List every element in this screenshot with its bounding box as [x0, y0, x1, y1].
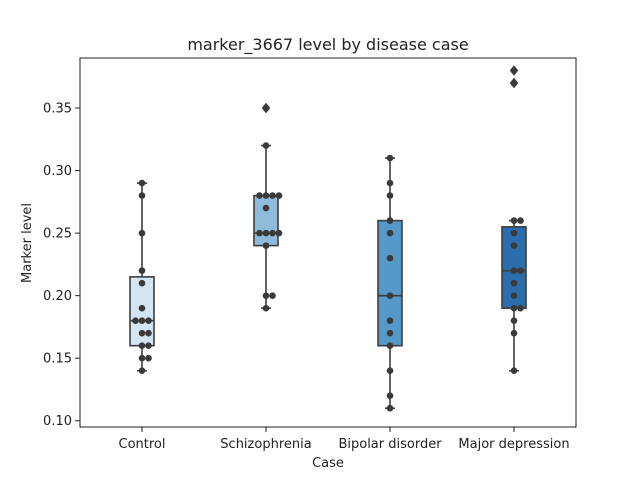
data-point: [138, 267, 146, 274]
y-tick-label: 0.30: [43, 164, 72, 179]
chart-title: marker_3667 level by disease case: [187, 35, 468, 55]
x-axis-title: Case: [312, 456, 344, 471]
data-point: [262, 242, 270, 249]
data-point: [386, 404, 394, 412]
data-point: [510, 317, 518, 324]
data-point: [510, 217, 518, 224]
data-point: [262, 142, 270, 149]
data-point: [386, 154, 394, 162]
data-point: [138, 329, 146, 337]
data-point: [138, 304, 146, 312]
data-point: [132, 317, 139, 324]
data-point: [510, 229, 518, 237]
data-point: [386, 317, 394, 324]
data-point: [510, 367, 518, 375]
data-point: [138, 229, 146, 237]
x-tick-label: Bipolar disorder: [338, 437, 442, 452]
data-point: [269, 292, 276, 299]
y-tick-label: 0.35: [43, 102, 72, 117]
y-tick-label: 0.20: [43, 289, 72, 304]
y-tick-label: 0.25: [43, 227, 72, 242]
data-point: [386, 192, 394, 199]
data-point: [145, 317, 152, 324]
data-point: [138, 279, 146, 287]
data-point: [386, 392, 394, 400]
data-point: [510, 279, 518, 287]
data-point: [262, 304, 270, 312]
data-point: [510, 242, 518, 249]
data-point: [510, 329, 518, 337]
x-tick-label: Control: [119, 437, 166, 452]
data-point: [517, 267, 524, 274]
data-point: [386, 217, 394, 224]
plot-frame: [79, 57, 577, 428]
iqr-box: [377, 219, 403, 347]
data-point: [386, 292, 394, 299]
data-point: [138, 367, 146, 375]
data-point: [256, 192, 263, 199]
data-point: [386, 329, 394, 337]
data-point: [256, 229, 263, 237]
y-tick-label: 0.10: [43, 414, 72, 429]
data-point: [275, 192, 283, 199]
plot-area: 0.10 0.15 0.20 0.25 0.30 0.35 Control Schizophr…: [43, 57, 577, 452]
data-point: [275, 229, 283, 237]
data-point: [262, 229, 270, 237]
data-point: [386, 367, 394, 375]
data-point: [269, 192, 276, 199]
data-point: [145, 354, 152, 362]
data-point: [386, 229, 394, 237]
y-tick-label: 0.15: [43, 352, 72, 367]
data-point: [138, 192, 146, 199]
iqr-box: [253, 194, 279, 247]
data-point: [145, 329, 152, 337]
data-point: [510, 304, 518, 312]
data-point: [262, 192, 270, 199]
data-point: [262, 292, 270, 299]
data-point: [269, 229, 276, 237]
data-point: [138, 317, 146, 324]
data-point: [386, 254, 394, 262]
data-point: [262, 204, 270, 212]
data-point: [138, 354, 146, 362]
data-point: [517, 304, 524, 312]
data-point: [138, 179, 146, 187]
y-axis-title: Marker level: [20, 203, 35, 283]
data-point: [510, 79, 518, 87]
data-point: [262, 104, 270, 112]
data-point: [386, 179, 394, 187]
data-point: [145, 342, 152, 349]
data-point: [386, 342, 394, 349]
x-tick-label: Major depression: [458, 437, 569, 452]
x-tick-label: Schizophrenia: [220, 437, 311, 452]
data-point: [138, 342, 146, 349]
data-point: [510, 67, 518, 74]
data-point: [510, 267, 518, 274]
data-point: [510, 292, 518, 299]
data-point: [517, 217, 524, 224]
